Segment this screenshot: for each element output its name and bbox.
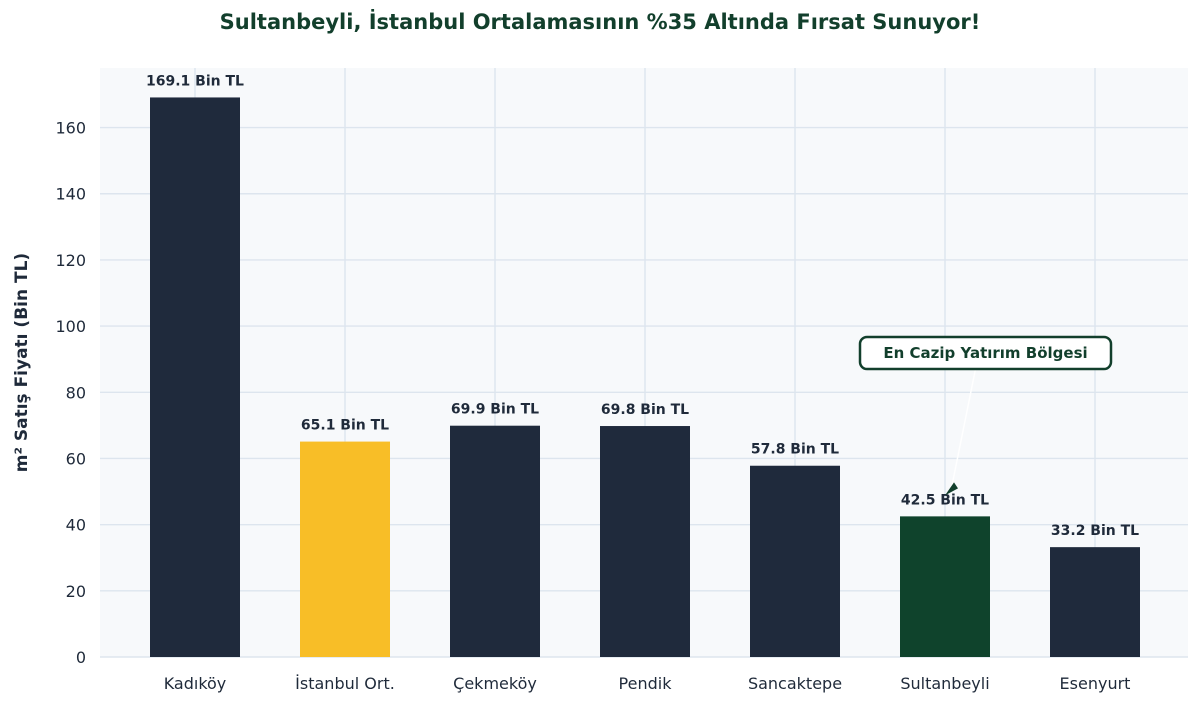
- y-tick-label: 120: [55, 251, 86, 270]
- x-tick-label: İstanbul Ort.: [295, 674, 395, 693]
- y-tick-label: 60: [66, 449, 86, 468]
- bar-value-label: 69.9 Bin TL: [451, 402, 539, 418]
- data-labels: 169.1 Bin TL 65.1 Bin TL 69.9 Bin TL 69.8 B…: [146, 73, 1139, 539]
- x-axis-ticks: Kadıköy İstanbul Ort. Çekmeköy Pendik Sancak…: [164, 674, 1131, 693]
- y-tick-label: 0: [76, 648, 86, 667]
- x-tick-label: Sancaktepe: [748, 674, 842, 693]
- y-tick-label: 100: [55, 317, 86, 336]
- annotation-arrow: [951, 368, 977, 486]
- chart-title: Sultanbeyli, İstanbul Ortalamasının %35 …: [219, 10, 981, 34]
- y-axis-ticks: 0 20 40 60 80 100 120 140 160: [55, 119, 86, 667]
- bar: [1050, 547, 1140, 657]
- bar-value-label: 33.2 Bin TL: [1051, 523, 1139, 539]
- x-tick-label: Esenyurt: [1060, 674, 1131, 693]
- annotation-box: [858, 335, 1113, 371]
- x-tick-label: Çekmeköy: [453, 674, 537, 693]
- x-tick-label: Pendik: [619, 674, 673, 693]
- bar-value-label: 65.1 Bin TL: [301, 418, 389, 434]
- y-axis-label: m² Satış Fiyatı (Bin TL): [12, 253, 32, 472]
- bar: [450, 425, 540, 657]
- bar: [900, 516, 990, 657]
- bar: [600, 426, 690, 657]
- y-tick-label: 140: [55, 185, 86, 204]
- x-tick-label: Kadıköy: [164, 674, 227, 693]
- bars: [150, 97, 1140, 657]
- annotation-arrowhead: [945, 482, 958, 496]
- annotation: En Cazip Yatırım Bölgesi: [858, 335, 1113, 496]
- bar: [150, 97, 240, 657]
- bar-value-label: 42.5 Bin TL: [901, 492, 989, 508]
- x-tick-label: Sultanbeyli: [900, 674, 989, 693]
- annotation-text: En Cazip Yatırım Bölgesi: [883, 344, 1087, 362]
- y-tick-label: 80: [66, 383, 86, 402]
- bar-value-label: 169.1 Bin TL: [146, 73, 244, 89]
- bar-value-label: 69.8 Bin TL: [601, 402, 689, 418]
- y-tick-label: 20: [66, 582, 86, 601]
- y-tick-label: 40: [66, 516, 86, 535]
- bar: [300, 441, 390, 657]
- bar: [750, 465, 840, 657]
- bar-value-label: 57.8 Bin TL: [751, 442, 839, 458]
- y-tick-label: 160: [55, 119, 86, 138]
